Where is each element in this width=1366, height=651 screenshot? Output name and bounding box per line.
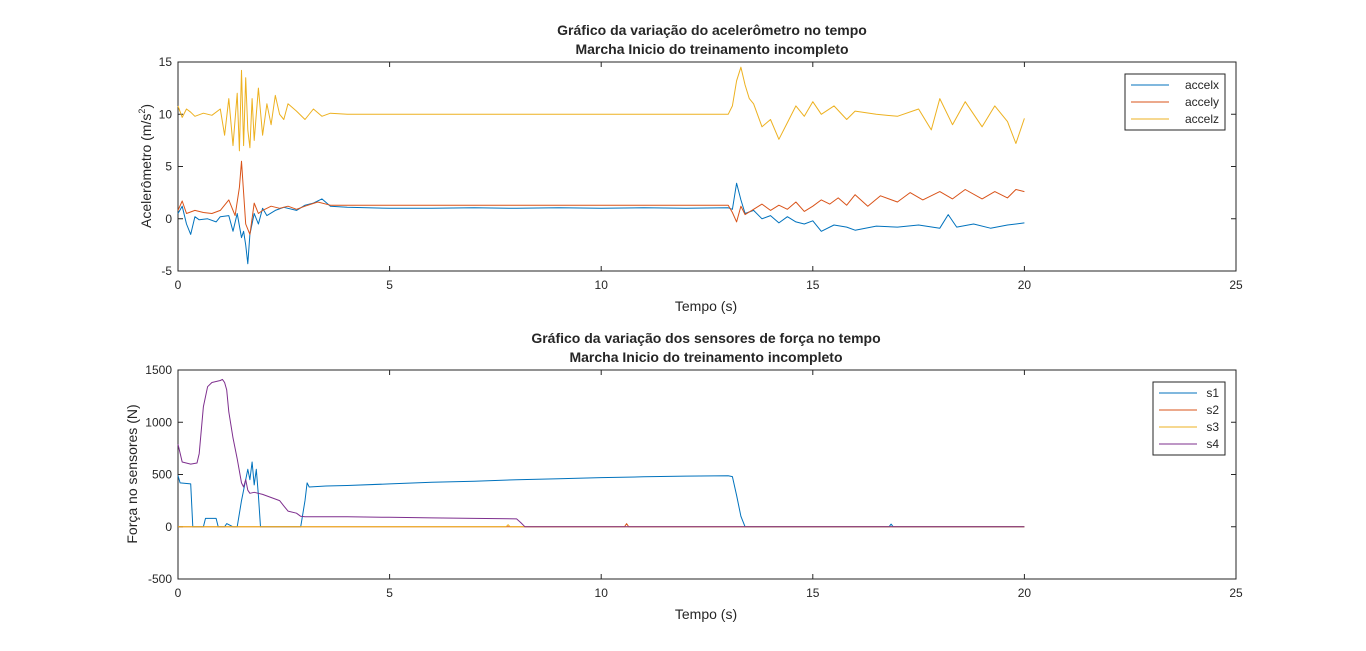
legend-label-s1: s1: [1206, 386, 1219, 400]
x-tick-label: 25: [1229, 586, 1243, 600]
x-tick-label: 15: [806, 586, 820, 600]
legend-box: [1152, 381, 1226, 456]
y-axis-label: Acelerômetro (m/s2): [137, 104, 154, 228]
y-tick-label: 0: [165, 212, 172, 226]
series-line-s4: [177, 378, 1025, 528]
chart-title-line-2: Marcha Inicio do treinamento incompleto: [569, 349, 842, 365]
x-tick-label: 20: [1018, 278, 1032, 292]
x-tick-label: 5: [386, 278, 393, 292]
x-axis-label: Tempo (s): [675, 298, 737, 314]
legend: s1 s2 s3 s4: [1152, 381, 1226, 456]
series-line-accelx: [177, 182, 1025, 265]
legend-label-s3: s3: [1206, 420, 1219, 434]
y-axis-label-main: Acelerômetro (m/s: [138, 114, 154, 228]
x-tick-label: 10: [595, 278, 609, 292]
axes-box: [177, 61, 1237, 272]
x-tick-label: 10: [595, 586, 609, 600]
y-tick-label: 5: [165, 160, 172, 174]
series-line-accelz: [177, 66, 1025, 152]
y-tick-label: -500: [148, 572, 172, 586]
x-axis-label: Tempo (s): [675, 606, 737, 622]
legend-label-accelx: accelx: [1185, 78, 1219, 92]
series-line-accely: [177, 160, 1025, 235]
chart-title-line-1: Gráfico da variação dos sensores de forç…: [531, 330, 880, 346]
y-axis-label-end: ): [138, 104, 154, 109]
x-tick-label: 25: [1229, 278, 1243, 292]
y-tick-label: 1000: [145, 415, 172, 429]
x-tick-label: 5: [386, 586, 393, 600]
x-tick-label: 0: [175, 586, 182, 600]
legend-label-accelz: accelz: [1185, 112, 1219, 126]
y-tick-label: 10: [159, 107, 173, 121]
y-tick-label: 0: [165, 520, 172, 534]
y-axis-label-superscript: 2: [137, 109, 147, 114]
legend: accelx accely accelz: [1124, 73, 1226, 131]
y-tick-label: 1500: [145, 363, 172, 377]
legend-label-accely: accely: [1185, 95, 1219, 109]
x-tick-label: 20: [1018, 586, 1032, 600]
chart-title-line-1: Gráfico da variação do acelerômetro no t…: [557, 22, 867, 38]
x-tick-label: 15: [806, 278, 820, 292]
chart-title-line-2: Marcha Inicio do treinamento incompleto: [575, 41, 848, 57]
y-tick-label: 500: [152, 468, 172, 482]
y-axis-label: Força no sensores (N): [124, 404, 140, 543]
x-tick-label: 0: [175, 278, 182, 292]
legend-label-s2: s2: [1206, 403, 1219, 417]
force-sensor-chart: Gráfico da variação dos sensores de forç…: [124, 330, 1243, 622]
y-tick-label: 15: [159, 55, 173, 69]
y-tick-label: -5: [161, 264, 172, 278]
axes-box: [177, 369, 1237, 580]
accelerometer-chart: Gráfico da variação do acelerômetro no t…: [137, 22, 1243, 314]
legend-label-s4: s4: [1206, 437, 1219, 451]
